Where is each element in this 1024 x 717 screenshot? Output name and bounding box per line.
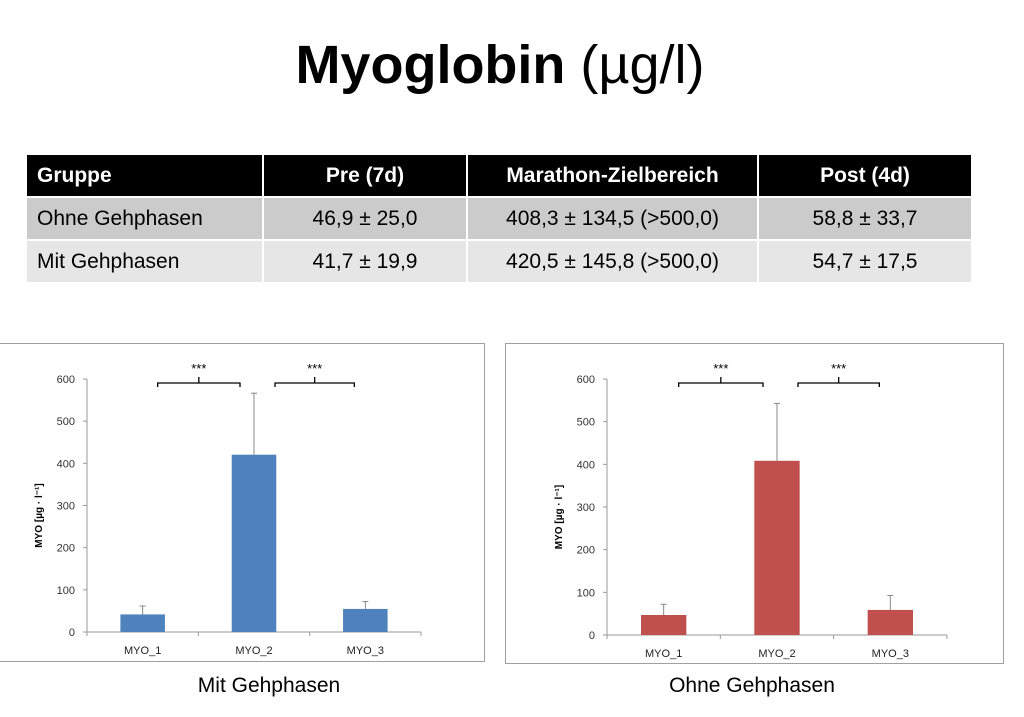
x-tick-label: MYO_3 [347, 645, 384, 657]
significance-label: *** [191, 361, 206, 376]
cell-marathon: 408,3 ± 134,5 (>500,0) [466, 196, 759, 241]
y-tick-label: 300 [57, 501, 75, 513]
significance-label: *** [307, 361, 322, 376]
bar [641, 614, 687, 635]
header-post: Post (4d) [757, 153, 973, 198]
cell-group: Mit Gehphasen [25, 239, 264, 284]
bar [867, 609, 913, 635]
significance-label: *** [831, 361, 846, 376]
y-tick-label: 200 [57, 543, 75, 555]
y-tick-label: 500 [57, 416, 75, 428]
significance-bracket [274, 377, 355, 387]
y-tick-label: 0 [69, 627, 75, 639]
y-axis-label: MYO [µg · l⁻¹] [34, 483, 45, 547]
caption-ohne: Ohne Gehphasen [669, 674, 835, 697]
significance-bracket [678, 377, 764, 387]
cell-post: 58,8 ± 33,7 [757, 196, 973, 241]
y-tick-label: 100 [577, 587, 595, 599]
bar [120, 614, 165, 632]
chart-mit-gehphasen: 0 100 200 300 400 500 600 MYO [µg · l⁻¹] MYO_1 MY… [0, 343, 485, 662]
x-tick-label: MYO_3 [872, 648, 909, 660]
page-title: Myoglobin (µg/l) [0, 34, 1000, 96]
cell-group: Ohne Gehphasen [25, 196, 264, 241]
table-row: Mit Gehphasen 41,7 ± 19,9 420,5 ± 145,8 … [25, 239, 973, 284]
y-tick-label: 500 [577, 417, 595, 429]
cell-post: 54,7 ± 17,5 [757, 239, 973, 284]
y-axis-label: MYO [µg · l⁻¹] [554, 485, 565, 549]
x-tick-label: MYO_2 [758, 648, 795, 660]
y-tick-label: 0 [589, 630, 595, 642]
significance-bracket [797, 377, 880, 387]
header-marathon: Marathon-Zielbereich [466, 153, 759, 198]
significance-label: *** [713, 361, 728, 376]
myoglobin-table: Gruppe Pre (7d) Marathon-Zielbereich Pos… [25, 153, 973, 284]
y-tick-label: 300 [577, 502, 595, 514]
y-tick-label: 600 [57, 374, 75, 386]
x-tick-label: MYO_1 [124, 645, 161, 657]
bar-chart-mit: 0 100 200 300 400 500 600 MYO [µg · l⁻¹] MYO_1 MY… [34, 361, 422, 657]
y-tick-label: 200 [577, 545, 595, 557]
header-pre: Pre (7d) [262, 153, 468, 198]
chart-ohne-gehphasen: 0 100 200 300 400 500 600 MYO [µg · l⁻¹] MYO_1 MY… [505, 343, 1004, 664]
table-row: Ohne Gehphasen 46,9 ± 25,0 408,3 ± 134,5… [25, 196, 973, 241]
significance-bracket [157, 377, 241, 387]
y-tick-label: 600 [577, 374, 595, 386]
caption-mit: Mit Gehphasen [197, 674, 341, 697]
y-tick-label: 400 [577, 459, 595, 471]
cell-pre: 46,9 ± 25,0 [262, 196, 468, 241]
cell-pre: 41,7 ± 19,9 [262, 239, 468, 284]
bar [343, 608, 388, 632]
cell-marathon: 420,5 ± 145,8 (>500,0) [466, 239, 759, 284]
y-tick-label: 400 [57, 458, 75, 470]
y-tick-label: 100 [57, 585, 75, 597]
bar [754, 460, 800, 635]
bar [231, 454, 277, 632]
x-tick-label: MYO_1 [645, 648, 682, 660]
bar-chart-ohne: 0 100 200 300 400 500 600 MYO [µg · l⁻¹] MYO_1 MY… [554, 361, 948, 660]
table-header-row: Gruppe Pre (7d) Marathon-Zielbereich Pos… [25, 153, 973, 198]
header-gruppe: Gruppe [25, 153, 264, 198]
title-main: Myoglobin [295, 35, 566, 95]
title-unit: (µg/l) [580, 35, 705, 95]
x-tick-label: MYO_2 [235, 645, 272, 657]
